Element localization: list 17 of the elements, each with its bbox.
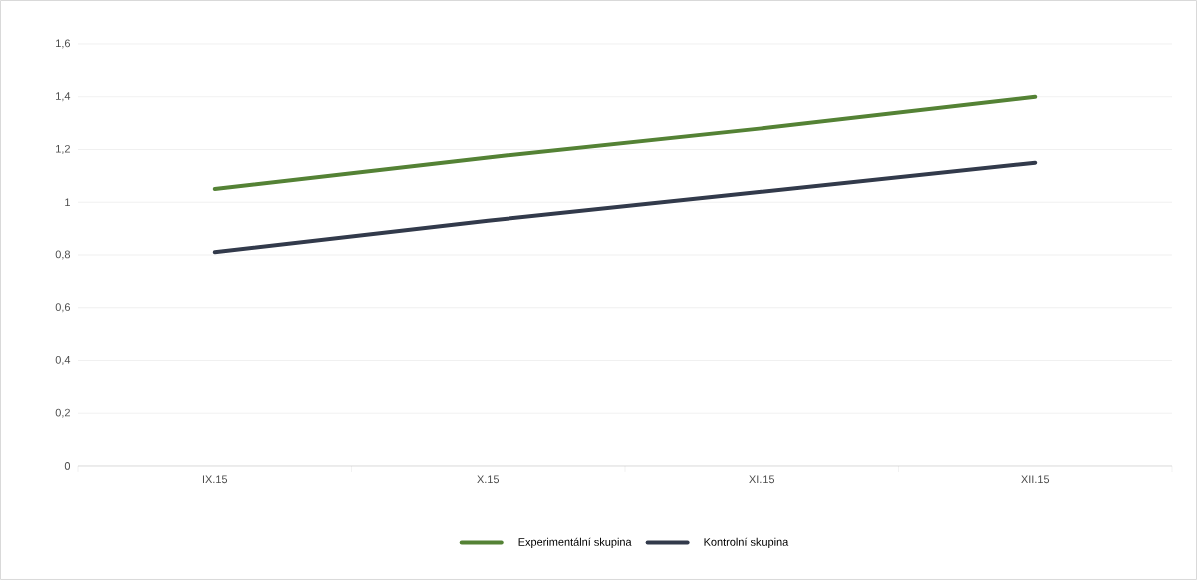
- y-tick-label: 0,4: [55, 355, 71, 366]
- y-tick-label: 0,8: [55, 250, 71, 260]
- legend-label: Kontrolní skupina: [704, 537, 789, 549]
- y-tick-label: 0,2: [55, 408, 70, 418]
- y-tick-label: 1,4: [56, 92, 71, 102]
- y-tick-label: 0: [64, 462, 71, 470]
- x-tick-label: IX.15: [202, 475, 228, 484]
- y-tick-label: 1,2: [56, 144, 70, 155]
- line-series: [212, 160, 1038, 255]
- x-tick-label: XII.15: [1021, 475, 1050, 484]
- y-tick-label: 1: [65, 198, 70, 207]
- line-series: [212, 94, 1038, 192]
- y-tick-label: 0,6: [55, 303, 71, 313]
- y-tick-label: 1,6: [56, 39, 71, 49]
- x-tick-label: X.15: [477, 475, 500, 484]
- legend-label: Experimentální skupina: [518, 537, 632, 549]
- x-tick-label: XI.15: [749, 475, 775, 484]
